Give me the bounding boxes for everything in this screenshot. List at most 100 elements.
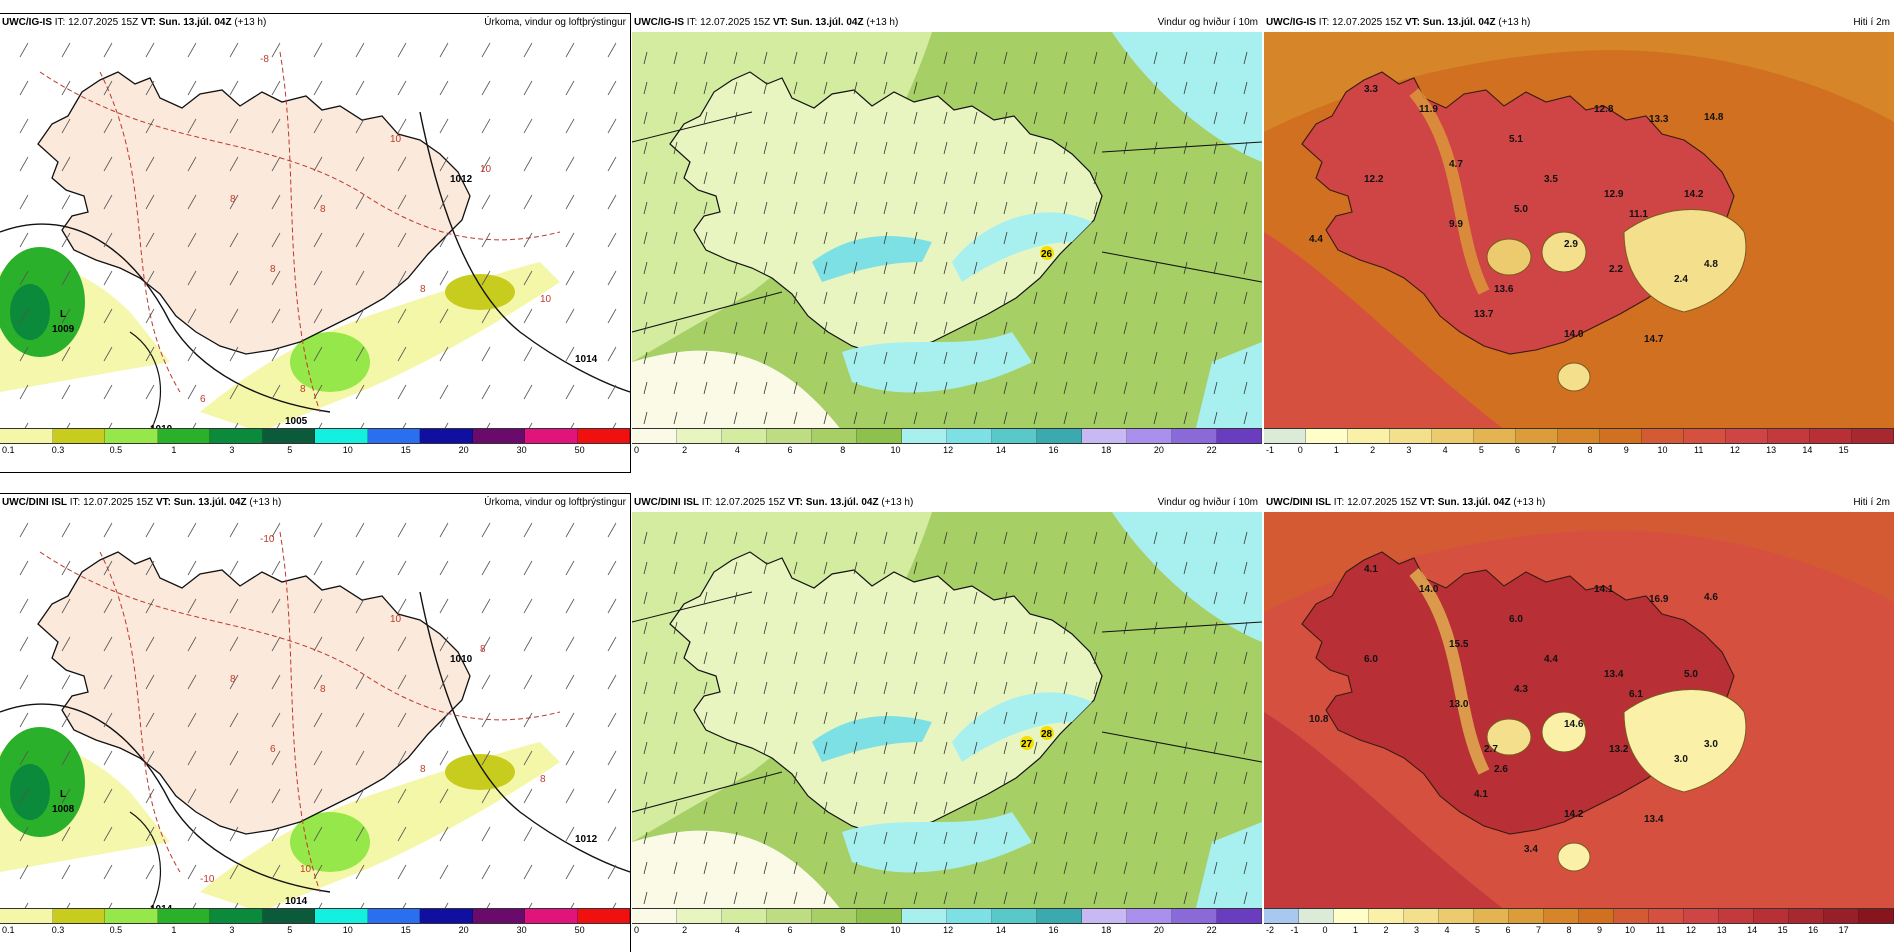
wind-arrow: [973, 51, 978, 65]
wind-arrow: [1153, 51, 1158, 65]
temperature-value: 14.7: [1644, 334, 1664, 345]
legend-swatch: [1544, 909, 1579, 923]
wind-arrow: [823, 771, 828, 785]
temperature-map[interactable]: 14.0 4.1 14.1 16.9 4.6 6.0 6.0 15.5 4.4 13.4 5.0 6.…: [1264, 512, 1894, 924]
wind-arrow: [913, 321, 918, 335]
temperature-value: 3.5: [1544, 174, 1558, 185]
legend-tick-label: 1: [171, 925, 177, 935]
wind-arrow: [793, 171, 798, 185]
wind-barb: [439, 598, 449, 614]
wind-barb: [145, 156, 155, 172]
wind-arrow: [973, 621, 978, 635]
wind-arrow: [1063, 381, 1068, 395]
temperature-value: 13.4: [1604, 669, 1624, 680]
wind-barb: [397, 308, 407, 324]
wind-barb: [439, 712, 449, 728]
isobar-line: [419, 591, 630, 873]
wind-map[interactable]: 28 27: [632, 512, 1262, 924]
wind-barb: [355, 156, 365, 172]
legend-tick-label: 13: [1716, 925, 1727, 935]
wind-arrow: [973, 381, 978, 395]
wind-barb: [481, 750, 491, 766]
wind-barb: [313, 712, 323, 728]
wind-arrow: [1183, 381, 1188, 395]
legend-swatch: [1509, 909, 1544, 923]
wind-barb: [19, 864, 29, 880]
wind-zone-gust: [952, 212, 1092, 282]
legend-swatch: [947, 429, 992, 443]
wind-arrow: [763, 141, 768, 155]
valid-time: Sun. 13.júl. 04Z: [173, 497, 247, 508]
wind-barb: [187, 826, 197, 842]
wind-barb: [145, 308, 155, 324]
wind-barb: [61, 308, 71, 324]
wind-barb: [229, 194, 239, 210]
precip-map[interactable]: -8101088881086L10091005101210141010: [0, 32, 630, 444]
wind-barb: [271, 118, 281, 134]
wind-arrow: [793, 561, 798, 575]
wind-barb: [313, 560, 323, 576]
wind-arrow: [943, 741, 948, 755]
wind-map[interactable]: 26: [632, 32, 1262, 444]
wind-barb: [565, 560, 575, 576]
wind-barb: [271, 156, 281, 172]
panel-header: UWC/DINI ISL IT: 12.07.2025 15Z VT: Sun.…: [0, 494, 630, 512]
wind-arrow: [1033, 321, 1038, 335]
wind-barb: [103, 674, 113, 690]
temperature-value: 5.1: [1509, 134, 1523, 145]
wind-arrow: [823, 261, 828, 275]
legend-swatch: [525, 429, 578, 443]
wind-arrow: [1093, 591, 1098, 605]
wind-barb: [397, 522, 407, 538]
wind-arrow: [763, 411, 768, 425]
wind-arrow: [853, 801, 858, 815]
wind-arrow: [1153, 321, 1158, 335]
wind-barb: [229, 598, 239, 614]
wind-barb: [607, 194, 617, 210]
wind-barb: [481, 674, 491, 690]
wind-arrow: [1123, 651, 1128, 665]
wind-barb: [187, 156, 197, 172]
wind-arrow: [1123, 51, 1128, 65]
wind-barb: [19, 560, 29, 576]
wind-barb: [523, 156, 533, 172]
issue-time: 12.07.2025 15Z: [83, 497, 154, 508]
temperature-map[interactable]: 11.9 3.3 12.8 13.3 14.8 5.1 12.2 4.7 3.5 12.9 14.2…: [1264, 32, 1894, 444]
wind-arrow: [1183, 411, 1188, 425]
wind-arrow: [1183, 591, 1188, 605]
temperature-value: 16.9: [1649, 594, 1669, 605]
wind-barb: [229, 674, 239, 690]
valid-time: Sun. 13.júl. 04Z: [1437, 497, 1511, 508]
wind-barb: [523, 118, 533, 134]
wind-arrow: [943, 321, 948, 335]
wind-barb: [103, 194, 113, 210]
wind-barb: [19, 750, 29, 766]
wind-barb: [565, 42, 575, 58]
wind-arrow: [883, 351, 888, 365]
wind-arrow: [853, 111, 858, 125]
wind-arrow: [1033, 651, 1038, 665]
wind-arrow: [1183, 681, 1188, 695]
legend-swatch: [902, 429, 947, 443]
wind-arrow: [823, 231, 828, 245]
wind-arrow: [1063, 321, 1068, 335]
wind-arrow: [1063, 111, 1068, 125]
wind-arrow: [853, 51, 858, 65]
wind-barb: [523, 750, 533, 766]
wind-arrow: [1003, 591, 1008, 605]
wind-barb: [271, 232, 281, 248]
wind-arrow: [943, 621, 948, 635]
wind-arrow: [1243, 381, 1248, 395]
wind-arrow: [1183, 831, 1188, 845]
wind-arrow: [703, 141, 708, 155]
wind-arrow: [1153, 651, 1158, 665]
map-canvas: -8101088881086L10091005101210141010: [0, 32, 630, 444]
wind-barb: [565, 826, 575, 842]
wind-arrow: [883, 231, 888, 245]
wind-arrow: [973, 411, 978, 425]
lead-time: (+13 h): [881, 497, 914, 508]
legend-tick-label: 2: [682, 925, 688, 935]
wind-arrow: [853, 741, 858, 755]
wind-arrow: [1183, 771, 1188, 785]
